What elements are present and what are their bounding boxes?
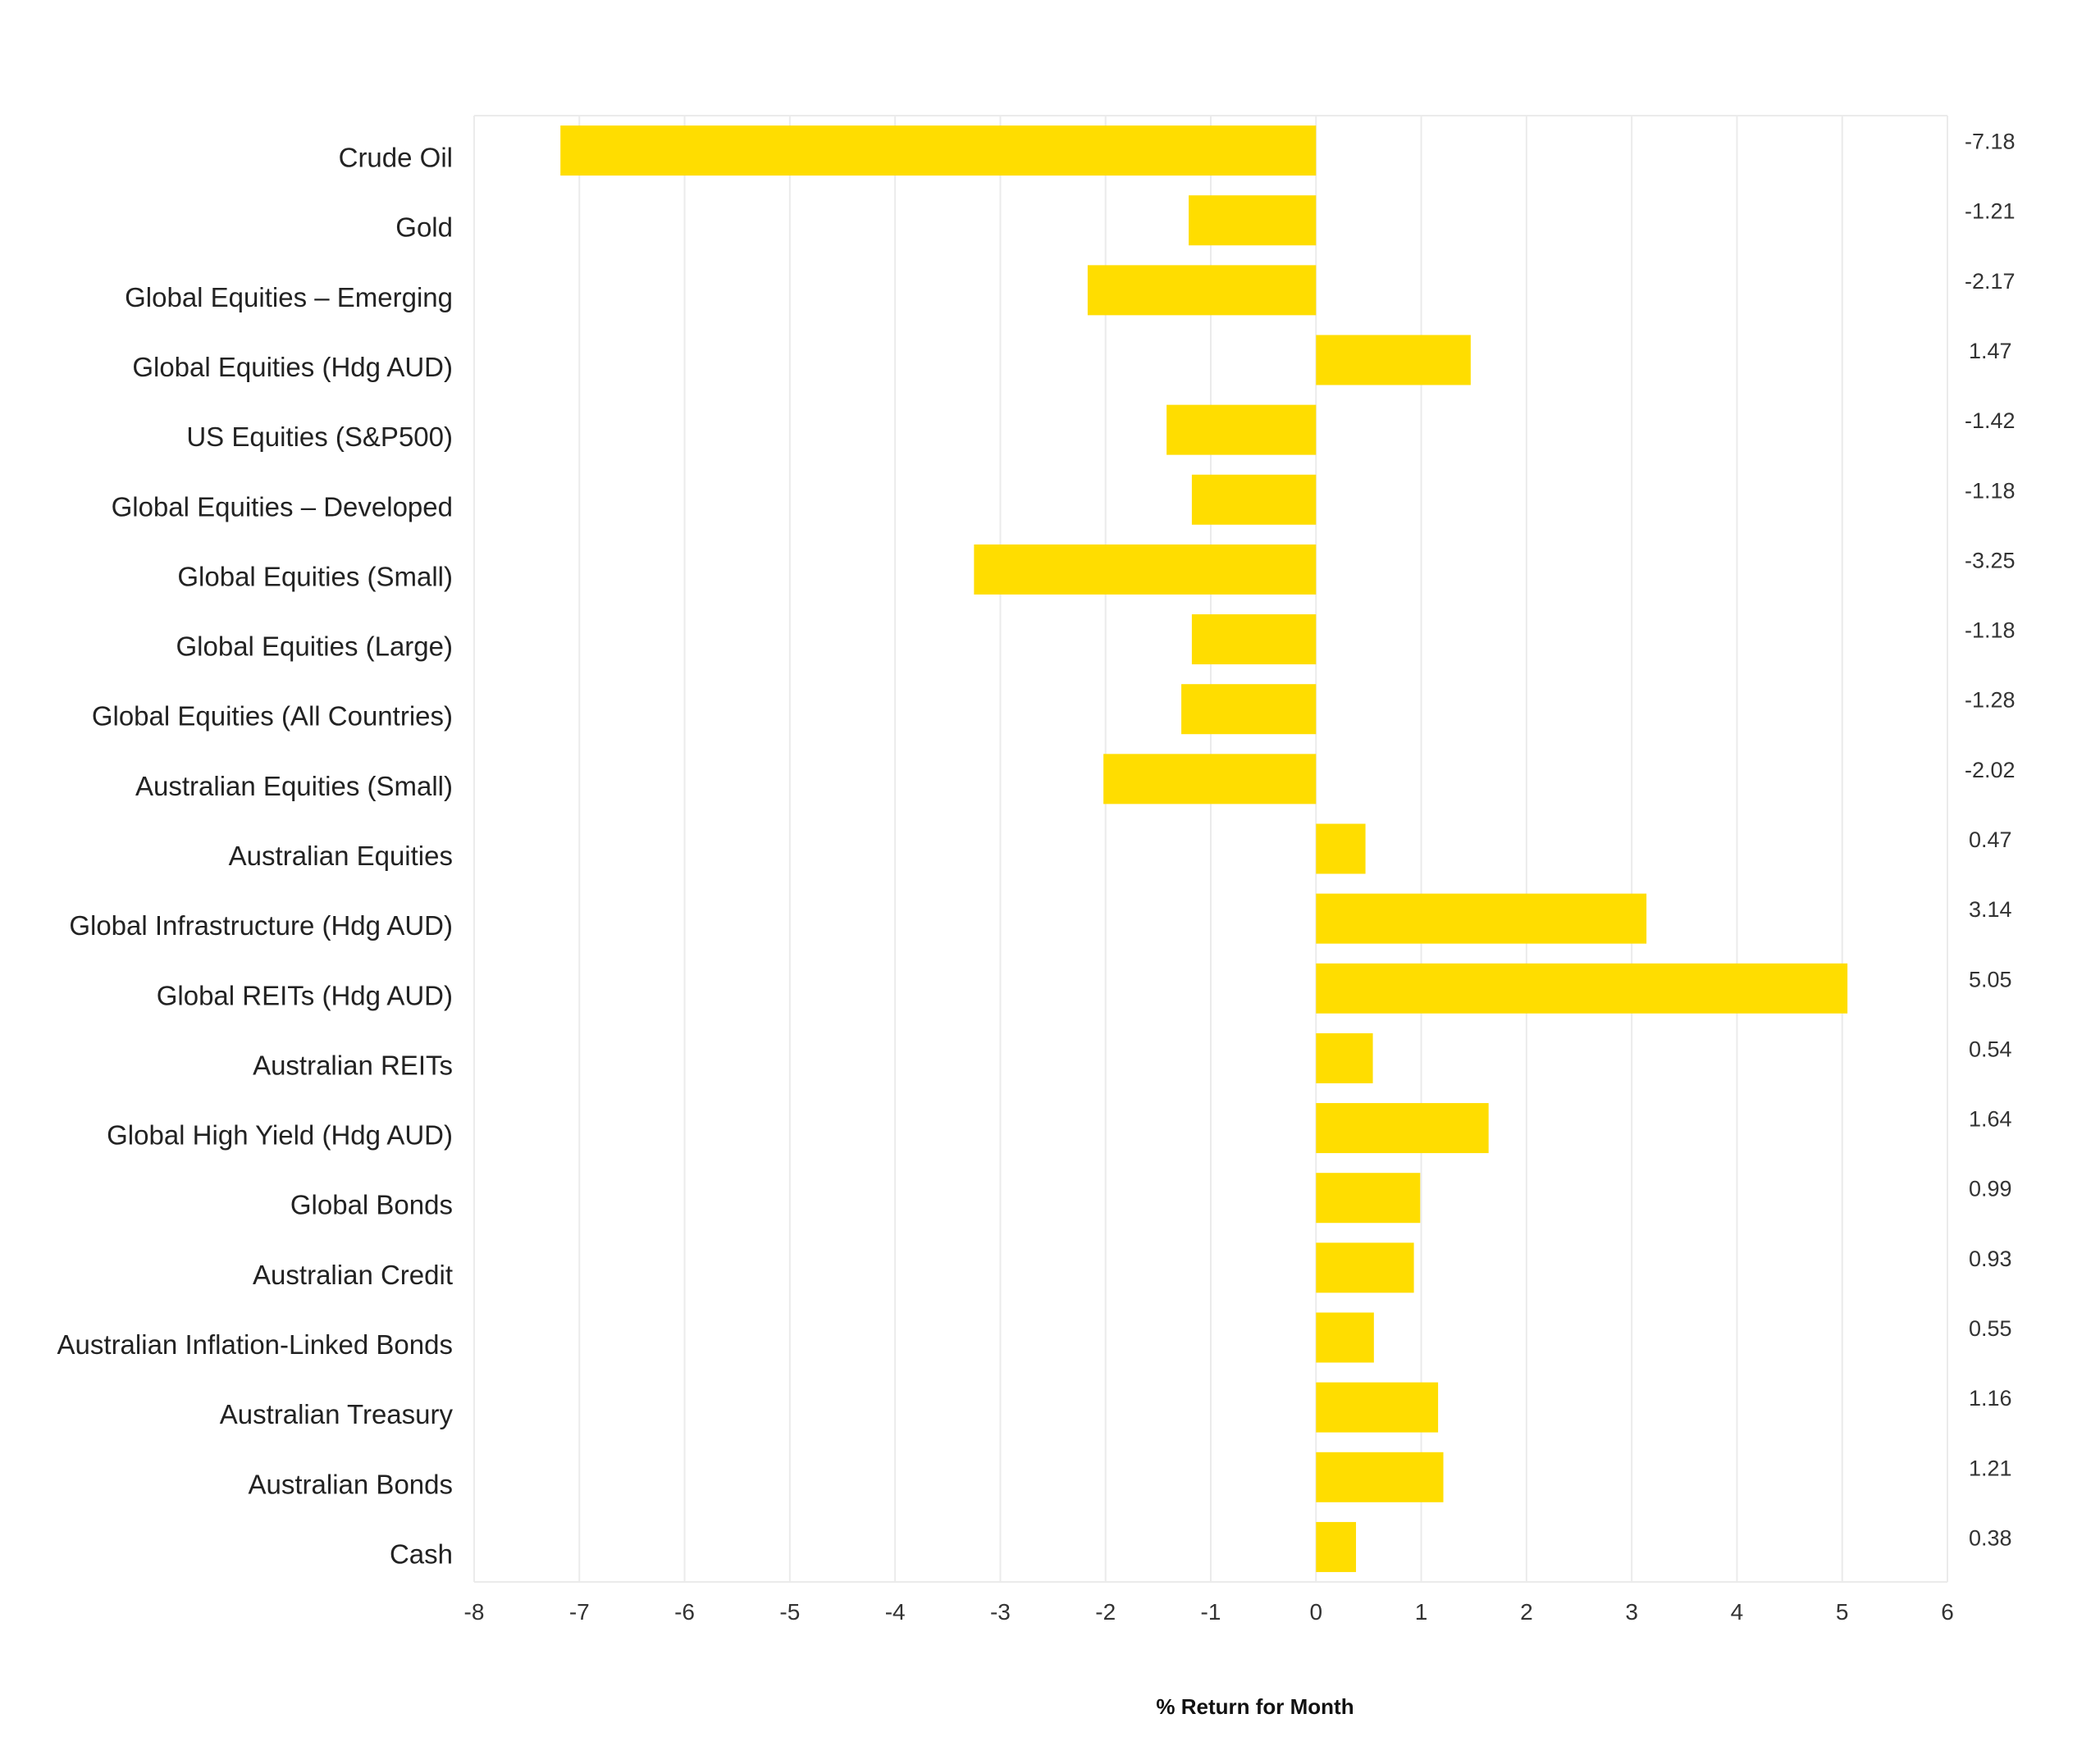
- value-label: -1.18: [1965, 478, 2016, 503]
- category-label: Australian Treasury: [220, 1399, 454, 1429]
- bar: [1316, 335, 1471, 385]
- bar: [1316, 1032, 1373, 1083]
- category-label: Global Equities (All Countries): [92, 701, 453, 732]
- category-label: Australian Bonds: [249, 1469, 453, 1499]
- category-label: Global Equities – Emerging: [125, 282, 453, 312]
- x-tick-label: -8: [464, 1599, 485, 1625]
- x-tick-label: -5: [779, 1599, 800, 1625]
- x-tick-label: 5: [1836, 1599, 1849, 1625]
- value-labels: -7.18 -1.21 -2.17 1.47 -1.42 -1.18 -3.25 -1.18 -…: [1965, 130, 2016, 1551]
- value-label: -2.17: [1965, 269, 2016, 294]
- category-labels: Crude Oil Gold Global Equities – Emerging G…: [57, 143, 454, 1570]
- bar: [1316, 1173, 1421, 1224]
- value-label: -1.28: [1965, 688, 2016, 713]
- bar: [1191, 614, 1317, 665]
- value-label: -1.21: [1965, 199, 2016, 224]
- category-label: Australian Credit: [253, 1260, 453, 1290]
- bar: [1316, 823, 1366, 874]
- bar: [1316, 1103, 1489, 1154]
- category-label: Australian Inflation-Linked Bonds: [57, 1329, 453, 1360]
- x-tick-label: 4: [1731, 1599, 1744, 1625]
- value-label: -7.18: [1965, 130, 2016, 154]
- category-label: US Equities (S&P500): [186, 422, 453, 452]
- bar: [974, 544, 1317, 595]
- value-label: 0.47: [1969, 827, 2012, 852]
- bar: [1181, 684, 1317, 735]
- x-tick-label: 2: [1520, 1599, 1533, 1625]
- x-tick-label: 1: [1415, 1599, 1428, 1625]
- category-label: Australian Equities (Small): [135, 771, 453, 801]
- bar: [1191, 474, 1317, 525]
- value-label: 1.47: [1969, 339, 2012, 363]
- category-label: Global Equities (Large): [176, 631, 453, 662]
- value-label: 0.55: [1969, 1316, 2012, 1341]
- value-label: 0.93: [1969, 1247, 2012, 1271]
- value-label: 3.14: [1969, 897, 2012, 922]
- value-label: -3.25: [1965, 548, 2016, 572]
- value-label: 5.05: [1969, 967, 2012, 991]
- x-tick-label: -6: [674, 1599, 695, 1625]
- category-label: Global REITs (Hdg AUD): [157, 980, 453, 1010]
- bar: [560, 125, 1317, 176]
- bar: [1103, 754, 1317, 805]
- bar: [1316, 1312, 1374, 1363]
- bar: [1087, 265, 1317, 316]
- x-tick-label: -3: [990, 1599, 1011, 1625]
- value-label: -1.18: [1965, 618, 2016, 643]
- category-label: Gold: [395, 212, 453, 243]
- bar: [1166, 404, 1317, 455]
- category-label: Global Equities – Developed: [112, 491, 453, 522]
- category-label: Cash: [390, 1538, 453, 1569]
- value-label: -2.02: [1965, 758, 2016, 782]
- bar: [1316, 1452, 1444, 1502]
- value-label: 0.38: [1969, 1525, 2012, 1550]
- bar: [1316, 1521, 1357, 1572]
- x-tick-label: 3: [1625, 1599, 1638, 1625]
- category-label: Australian REITs: [253, 1050, 453, 1080]
- bar: [1189, 195, 1317, 246]
- value-label: 1.16: [1969, 1386, 2012, 1411]
- x-tick-label: -7: [569, 1599, 590, 1625]
- value-label: 1.21: [1969, 1456, 2012, 1480]
- bar: [1316, 1382, 1439, 1433]
- category-label: Global Equities (Small): [177, 561, 453, 591]
- bars: [560, 125, 1848, 1572]
- category-label: Global Infrastructure (Hdg AUD): [69, 910, 453, 941]
- value-label: 0.54: [1969, 1037, 2012, 1061]
- gridlines: [473, 115, 1948, 1583]
- x-tick-label: -4: [885, 1599, 906, 1625]
- bar: [1316, 893, 1647, 944]
- category-label: Crude Oil: [339, 143, 453, 173]
- value-label: 1.64: [1969, 1107, 2012, 1132]
- value-label: -1.42: [1965, 408, 2016, 433]
- x-tick-label: -2: [1095, 1599, 1116, 1625]
- x-tick-labels: -8 -7 -6 -5 -4 -3 -2 -1 0 1 2 3 4 5 6: [464, 1599, 1954, 1625]
- x-tick-label: 0: [1309, 1599, 1322, 1625]
- bar: [1316, 963, 1848, 1014]
- category-label: Global Equities (Hdg AUD): [132, 352, 453, 382]
- x-tick-label: 6: [1941, 1599, 1954, 1625]
- category-label: Global High Yield (Hdg AUD): [107, 1120, 453, 1151]
- category-label: Global Bonds: [290, 1190, 453, 1220]
- x-axis-title: % Return for Month: [1156, 1694, 1354, 1719]
- value-label: 0.99: [1969, 1177, 2012, 1201]
- bar: [1316, 1242, 1414, 1293]
- x-tick-label: -1: [1201, 1599, 1221, 1625]
- category-label: Australian Equities: [229, 841, 453, 871]
